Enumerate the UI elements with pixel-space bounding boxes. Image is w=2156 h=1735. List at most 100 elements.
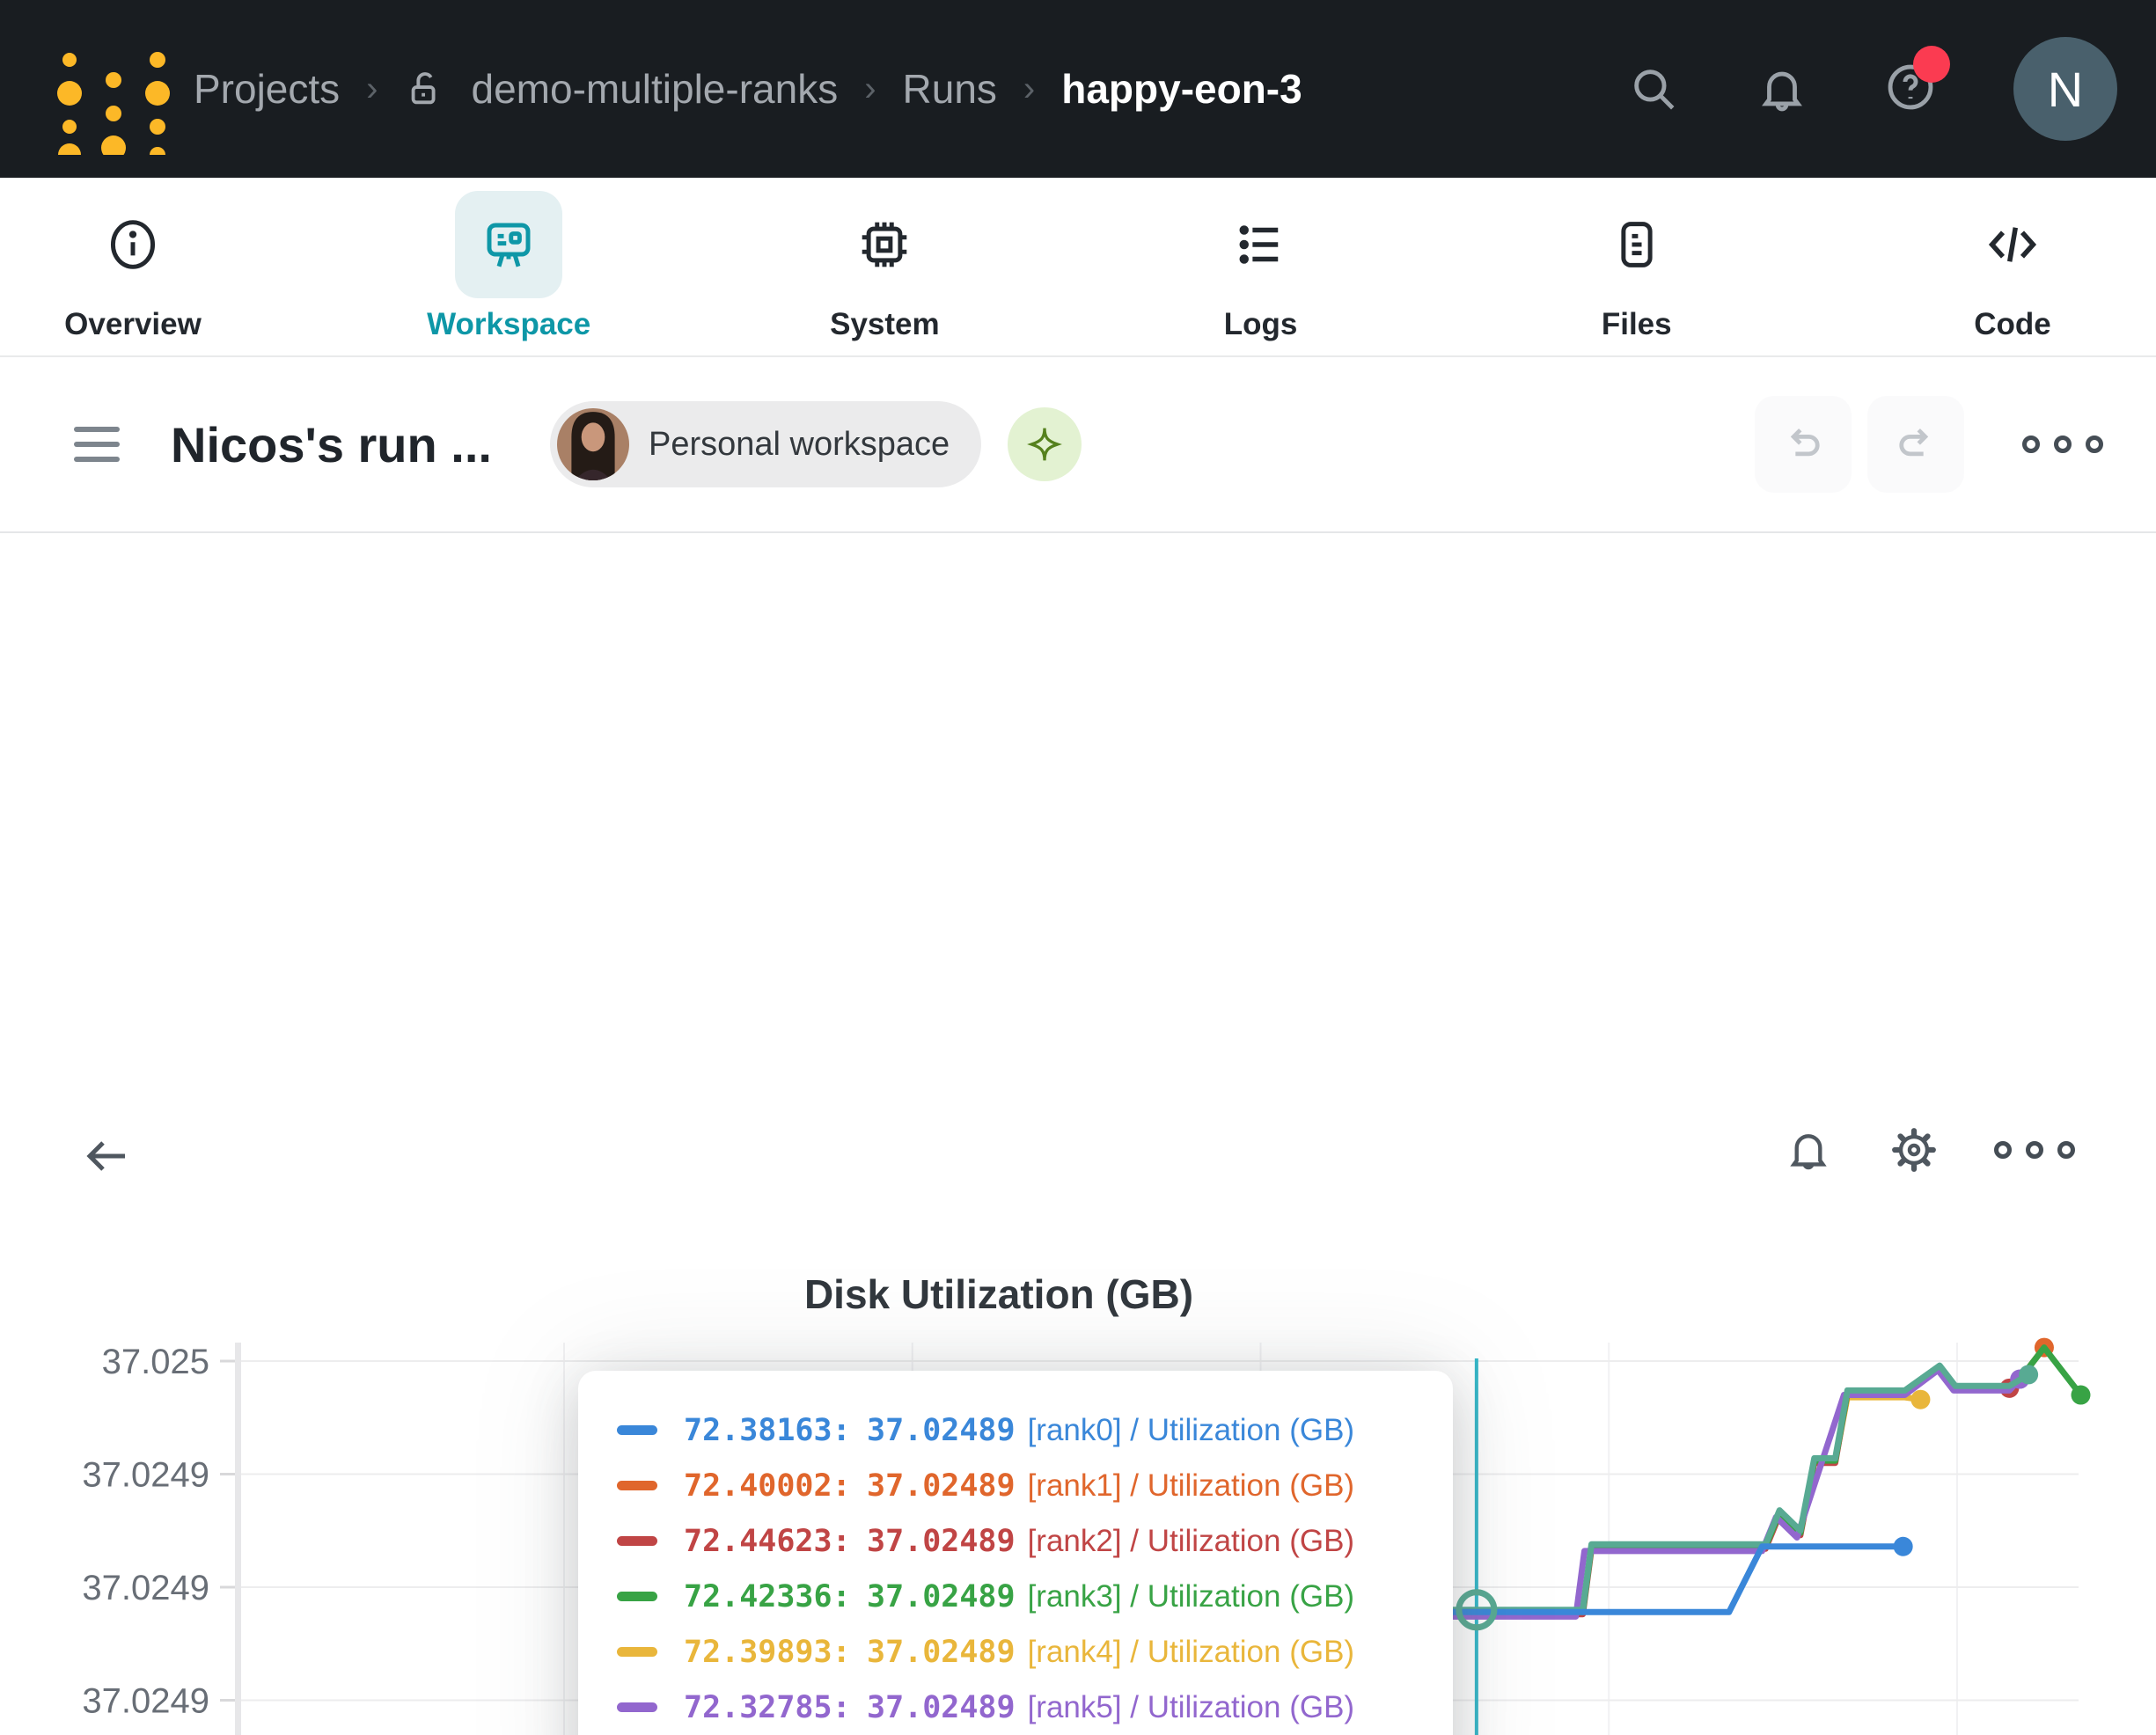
- workspace-pill[interactable]: Personal workspace: [549, 401, 982, 487]
- help-button[interactable]: [1885, 45, 1950, 117]
- y-tick-label: 37.025: [102, 1343, 209, 1381]
- chevron-right-icon: ›: [366, 69, 378, 108]
- workspace-avatar: [556, 408, 629, 480]
- tab-system[interactable]: System: [783, 191, 986, 342]
- breadcrumb-runs[interactable]: Runs: [902, 66, 997, 112]
- tooltip-series-label: [rank5] / Utilization (GB): [1027, 1689, 1355, 1724]
- chart-tooltip: 72.38163: 37.02489 [rank0] / Utilization (…: [578, 1371, 1453, 1735]
- tooltip-y-value: 37.02489: [867, 1634, 1016, 1670]
- tooltip-x-value: 72.39893:: [684, 1634, 851, 1670]
- redo-button[interactable]: [1867, 396, 1964, 493]
- tooltip-row-rank3: 72.42336: 37.02489 [rank3] / Utilization (…: [617, 1569, 1414, 1624]
- redo-icon: [1899, 428, 1929, 457]
- gear-icon[interactable]: [1888, 1124, 1940, 1175]
- series-swatch-icon: [617, 1647, 657, 1657]
- dot-icon: [2086, 436, 2103, 453]
- breadcrumb: Projects › demo-multiple-ranks › Runs › …: [194, 65, 1302, 113]
- help-icon[interactable]: [1885, 62, 1936, 113]
- tooltip-row-rank4: 72.39893: 37.02489 [rank4] / Utilization (…: [617, 1624, 1414, 1680]
- tooltip-series-label: [rank2] / Utilization (GB): [1027, 1523, 1355, 1558]
- dot-icon: [2022, 436, 2040, 453]
- tab-overview[interactable]: Overview: [32, 191, 234, 342]
- series-endpoint-rank4: [1910, 1389, 1931, 1409]
- tooltip-y-value: 37.02489: [867, 1523, 1016, 1559]
- tab-logs[interactable]: Logs: [1160, 191, 1362, 342]
- series-swatch-icon: [617, 1592, 657, 1601]
- lock-open-icon: [411, 72, 435, 105]
- tooltip-series-label: [rank3] / Utilization (GB): [1027, 1578, 1355, 1614]
- workspace-pill-label: Personal workspace: [648, 425, 950, 463]
- tooltip-x-value: 72.38163:: [684, 1412, 851, 1448]
- tooltip-y-value: 37.02489: [867, 1412, 1016, 1448]
- user-avatar[interactable]: N: [2013, 37, 2117, 141]
- tooltip-row-rank1: 72.40002: 37.02489 [rank1] / Utilization (…: [617, 1458, 1414, 1513]
- search-icon[interactable]: [1628, 63, 1679, 114]
- dot-icon: [2026, 1141, 2043, 1159]
- tab-overview-label: Overview: [64, 307, 202, 341]
- document-icon: [1621, 222, 1653, 267]
- chevron-right-icon: ›: [864, 69, 876, 108]
- tooltip-y-value: 37.02489: [867, 1468, 1016, 1504]
- workspace-header: Nicos's run ... Personal workspace: [0, 357, 2156, 533]
- tooltip-x-value: 72.42336:: [684, 1578, 851, 1614]
- tab-workspace[interactable]: Workspace: [407, 191, 610, 342]
- list-icon: [1239, 225, 1278, 264]
- chart-panel: Disk Utilization (GB) 37.025 37.0249 37.02…: [0, 533, 2156, 1735]
- panel-menu-icon[interactable]: [74, 427, 120, 462]
- tab-logs-label: Logs: [1223, 307, 1298, 341]
- bell-icon[interactable]: [1756, 63, 1808, 114]
- notification-dot: [1913, 45, 1950, 83]
- workspace-overflow-menu[interactable]: [2022, 436, 2103, 453]
- tooltip-row-rank5: 72.32785: 37.02489 [rank5] / Utilization (…: [617, 1680, 1414, 1735]
- run-title[interactable]: Nicos's run ...: [171, 416, 492, 472]
- tooltip-row-rank2: 72.44623: 37.02489 [rank2] / Utilization (…: [617, 1513, 1414, 1569]
- y-tick-label: 37.0249: [82, 1456, 209, 1495]
- tooltip-row-rank0: 72.38163: 37.02489 [rank0] / Utilization (…: [617, 1402, 1414, 1458]
- dot-icon: [1994, 1141, 2012, 1159]
- chart-overflow-menu[interactable]: [1994, 1141, 2075, 1159]
- tooltip-y-value: 37.02489: [867, 1578, 1016, 1614]
- series-endpoint-rank6: [2019, 1365, 2039, 1385]
- info-icon: [110, 220, 156, 269]
- breadcrumb-project[interactable]: demo-multiple-ranks: [471, 66, 839, 112]
- undo-button[interactable]: [1755, 396, 1852, 493]
- tab-workspace-label: Workspace: [427, 307, 591, 341]
- tab-files-label: Files: [1601, 307, 1672, 341]
- tooltip-series-label: [rank4] / Utilization (GB): [1027, 1634, 1355, 1669]
- sparkle-button[interactable]: [1008, 407, 1082, 481]
- series-line-rank6: [806, 1362, 2032, 1735]
- series-swatch-icon: [617, 1702, 657, 1712]
- top-navbar: Projects › demo-multiple-ranks › Runs › …: [0, 0, 2156, 178]
- tab-code-label: Code: [1974, 307, 2051, 341]
- breadcrumb-run-name[interactable]: happy-eon-3: [1061, 66, 1302, 112]
- tooltip-x-value: 72.40002:: [684, 1468, 851, 1504]
- tooltip-x-value: 72.44623:: [684, 1523, 851, 1559]
- wandb-logo-icon[interactable]: [39, 23, 171, 155]
- y-tick-label: 37.0249: [82, 1682, 209, 1721]
- series-endpoint-rank0: [1893, 1536, 1913, 1556]
- series-swatch-icon: [617, 1536, 657, 1546]
- series-endpoint-rank3: [2071, 1385, 2091, 1405]
- tab-files[interactable]: Files: [1536, 191, 1738, 342]
- tab-code[interactable]: Code: [1911, 191, 2114, 342]
- dot-icon: [2057, 1141, 2075, 1159]
- y-axis-line: [235, 1343, 241, 1735]
- chevron-right-icon: ›: [1023, 69, 1036, 108]
- tab-system-label: System: [830, 307, 940, 341]
- tooltip-x-value: 72.32785:: [684, 1689, 851, 1725]
- cpu-icon: [862, 222, 907, 267]
- series-swatch-icon: [617, 1481, 657, 1490]
- code-icon: [1988, 227, 2037, 262]
- undo-icon: [1790, 428, 1820, 457]
- alert-bell-icon[interactable]: [1783, 1124, 1834, 1175]
- run-tab-bar: Overview Workspace System Logs Files: [0, 178, 2156, 357]
- board-icon: [487, 223, 531, 267]
- tooltip-series-label: [rank1] / Utilization (GB): [1027, 1468, 1355, 1503]
- breadcrumb-projects[interactable]: Projects: [194, 66, 341, 112]
- back-arrow-button[interactable]: [81, 1130, 134, 1182]
- tooltip-series-label: [rank0] / Utilization (GB): [1027, 1412, 1355, 1447]
- crosshair-marker: [1456, 1589, 1498, 1631]
- sparkle-icon: [1027, 428, 1063, 461]
- tooltip-y-value: 37.02489: [867, 1689, 1016, 1725]
- dot-icon: [2054, 436, 2072, 453]
